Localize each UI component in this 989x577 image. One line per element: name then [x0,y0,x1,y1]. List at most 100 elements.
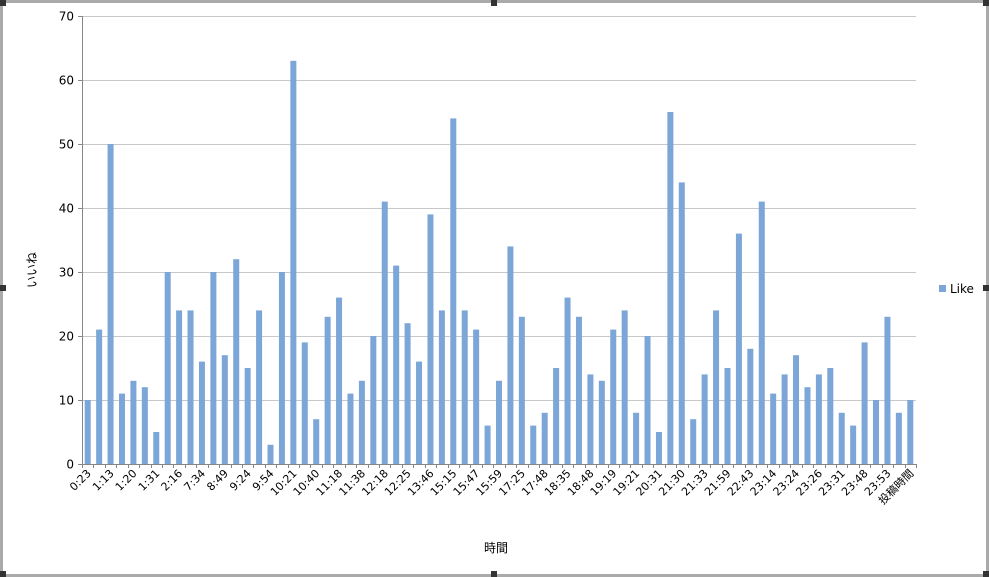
bar[interactable] [347,393,354,464]
bar[interactable] [96,329,103,464]
bar[interactable] [575,316,582,464]
bar[interactable] [873,400,880,464]
bar-series-like[interactable] [84,60,914,465]
bar[interactable] [461,310,468,464]
y-tick-label: 30 [59,266,74,280]
bar[interactable] [587,374,594,464]
bar[interactable] [381,201,388,464]
bar[interactable] [221,355,228,464]
bar[interactable] [713,310,720,464]
bar[interactable] [564,297,571,464]
resize-handle-top-right[interactable] [983,0,989,6]
bar[interactable] [450,118,457,465]
bar[interactable] [198,361,205,464]
legend: Like [939,282,974,296]
bar[interactable] [256,310,263,464]
bar[interactable] [667,112,674,464]
bar[interactable] [233,259,240,464]
bar[interactable] [507,246,514,464]
bar[interactable] [758,201,765,464]
resize-handle-bottom-mid[interactable] [491,571,497,577]
resize-handle-mid-left[interactable] [0,285,6,291]
bar[interactable] [815,374,822,464]
bar[interactable] [278,272,285,464]
y-tick-label: 70 [59,10,74,24]
resize-handle-top-mid[interactable] [491,0,497,6]
bar[interactable] [427,214,434,464]
bar[interactable] [553,368,560,464]
y-axis-title: いいね [25,252,39,288]
y-tick-label: 0 [66,458,74,472]
y-tick-label: 50 [59,138,74,152]
bar[interactable] [187,310,194,464]
bar[interactable] [690,419,697,464]
bar[interactable] [473,329,480,464]
gridlines [82,16,916,401]
bar[interactable] [861,342,868,464]
bar[interactable] [735,233,742,464]
bar[interactable] [164,272,171,464]
bar[interactable] [907,400,914,464]
resize-handle-top-left[interactable] [0,0,6,6]
bar[interactable] [678,182,685,464]
bar[interactable] [176,310,183,464]
bar[interactable] [827,368,834,464]
bar[interactable] [850,425,857,464]
bar[interactable] [781,374,788,464]
bar[interactable] [267,444,274,464]
x-axis-ticks: 0:231:131:201:312:167:348:499:249:5410:2… [67,466,916,507]
bar[interactable] [884,316,891,464]
bar[interactable] [598,380,605,464]
bar[interactable] [404,323,411,464]
resize-handle-bottom-left[interactable] [0,571,6,577]
bar[interactable] [838,412,845,464]
bar[interactable] [793,355,800,464]
bar[interactable] [644,336,651,464]
bar[interactable] [370,336,377,464]
bar[interactable] [610,329,617,464]
resize-handle-mid-right[interactable] [983,285,989,291]
bar[interactable] [541,412,548,464]
bar[interactable] [118,393,125,464]
resize-handle-bottom-right[interactable] [983,571,989,577]
axes [82,16,917,468]
bar[interactable] [484,425,491,464]
bar[interactable] [313,419,320,464]
y-tick-label: 10 [59,394,74,408]
bar[interactable] [621,310,628,464]
y-tick-label: 40 [59,202,74,216]
bar[interactable] [153,432,160,464]
bar[interactable] [141,387,148,464]
bar[interactable] [747,348,754,464]
bar[interactable] [701,374,708,464]
bar[interactable] [895,412,902,464]
bar[interactable] [770,393,777,464]
bar[interactable] [804,387,811,464]
y-axis-ticks: 0 10 20 30 40 50 60 70 [59,10,82,472]
bar[interactable] [244,368,251,464]
bar[interactable] [655,432,662,464]
bar[interactable] [518,316,525,464]
bar[interactable] [633,412,640,464]
bar[interactable] [416,361,423,464]
bar[interactable] [724,368,731,464]
x-tick-label: 1:20 [113,467,140,494]
bar[interactable] [358,380,365,464]
bar[interactable] [496,380,502,464]
bar[interactable] [530,425,537,464]
bar[interactable] [393,265,400,464]
bar[interactable] [84,400,91,464]
bar[interactable] [324,316,331,464]
bar[interactable] [107,144,114,464]
x-tick-label: 9:24 [227,467,254,494]
bar[interactable] [290,60,297,465]
bar[interactable] [301,342,308,464]
legend-label-like: Like [950,282,974,296]
bar[interactable] [336,297,343,464]
bar[interactable] [438,310,445,464]
x-tick-label: 7:34 [181,467,208,494]
legend-swatch-like [939,285,946,292]
bar[interactable] [130,380,137,464]
bar[interactable] [210,272,217,464]
